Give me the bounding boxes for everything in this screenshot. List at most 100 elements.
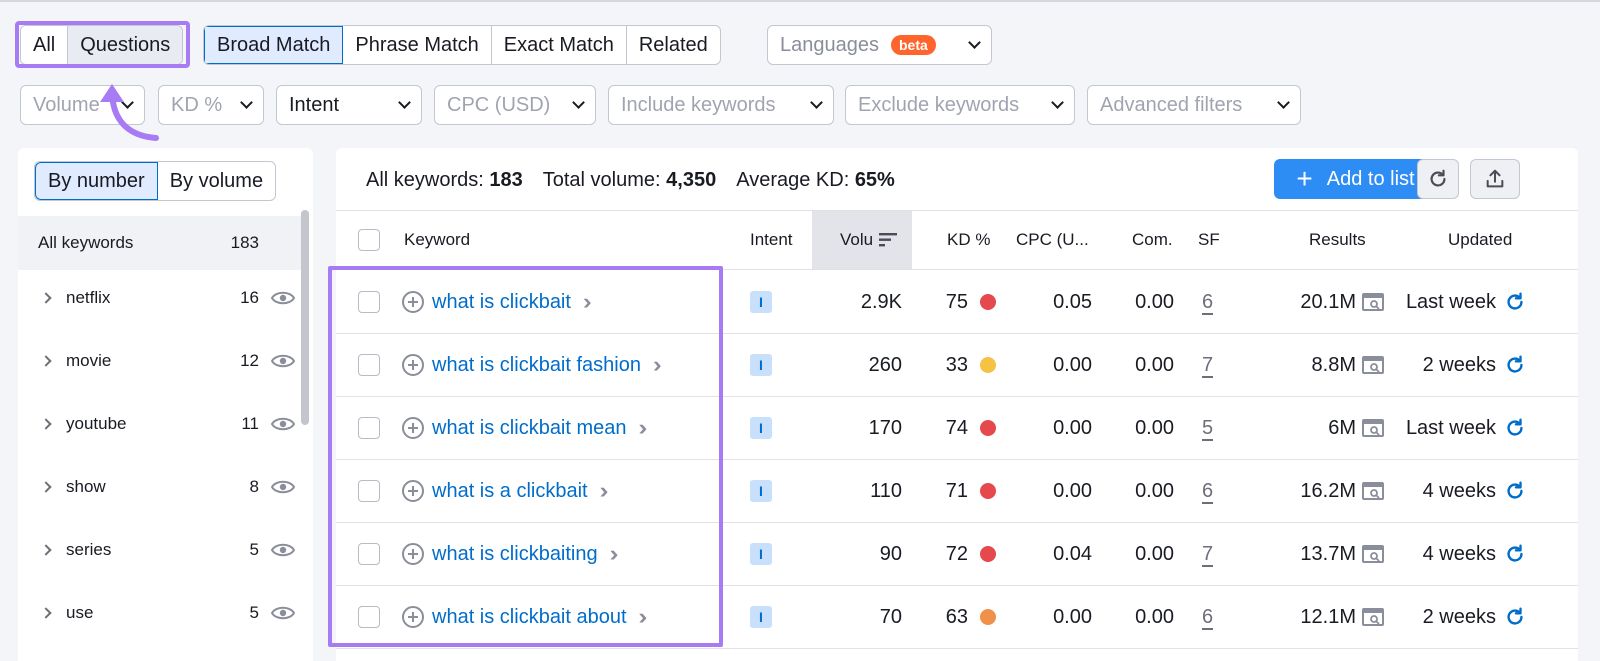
keyword-link[interactable]: what is clickbait fashion [432,353,641,376]
chevron-right-icon[interactable] [40,292,52,304]
header-intent[interactable]: Intent [750,230,793,249]
add-keyword-icon[interactable] [402,291,424,313]
filter-advanced[interactable]: Advanced filters [1087,85,1301,125]
serp-icon[interactable] [1362,419,1384,437]
filter-volume[interactable]: Volume [20,85,145,125]
add-to-list-button[interactable]: + Add to list [1274,159,1437,199]
summary-value: 4,350 [666,168,717,191]
languages-dropdown[interactable]: Languages beta [767,25,992,65]
header-kd[interactable]: KD % [947,230,991,249]
add-keyword-icon[interactable] [402,354,424,376]
eye-icon[interactable] [271,542,295,558]
chevron-right-icon[interactable] [40,607,52,619]
results-value: 20.1M [1300,290,1356,313]
add-keyword-icon[interactable] [402,480,424,502]
keyword-link[interactable]: what is clickbait about [432,605,627,628]
intent-badge: I [750,417,772,439]
sidebar-group-movie[interactable]: movie 12 [18,329,313,393]
keyword-link[interactable]: what is a clickbait [432,479,588,502]
filter-kd[interactable]: KD % [158,85,264,125]
sidebar-group-use[interactable]: use 5 [18,581,313,645]
row-checkbox[interactable] [358,354,380,376]
row-checkbox[interactable] [358,291,380,313]
sf-cell: 5 [1202,396,1213,460]
filter-exclude-keywords[interactable]: Exclude keywords [845,85,1075,125]
table-row: what is clickbaiting ›› I 90 72 0.04 0.00 7 13.7… [336,522,1578,586]
add-keyword-icon[interactable] [402,606,424,628]
sidebar-group-series[interactable]: series 5 [18,518,313,582]
keyword-link[interactable]: what is clickbait [432,290,571,313]
header-keyword[interactable]: Keyword [404,230,471,249]
row-checkbox[interactable] [358,543,380,565]
sf-value[interactable]: 6 [1202,605,1214,628]
by-number-button[interactable]: By number [35,162,158,200]
add-keyword-icon[interactable] [402,417,424,439]
sf-value[interactable]: 7 [1202,353,1214,376]
sf-value[interactable]: 7 [1202,542,1214,565]
tab-questions[interactable]: Questions [68,26,183,64]
header-volume[interactable]: Volu [812,211,912,269]
sidebar-scrollbar[interactable] [301,210,309,425]
eye-icon[interactable] [271,416,295,432]
filter-label: CPC (USD) [447,93,551,116]
plus-icon: + [1296,163,1313,194]
keyword-link[interactable]: what is clickbaiting [432,542,598,565]
chevron-right-icon[interactable] [40,544,52,556]
tab-broad-match[interactable]: Broad Match [204,26,344,64]
cpc-cell: 0.04 [1053,542,1092,565]
header-updated[interactable]: Updated [1448,230,1513,249]
sf-value[interactable]: 6 [1202,479,1214,502]
refresh-icon[interactable] [1504,291,1526,313]
sf-value[interactable]: 6 [1202,290,1214,313]
row-checkbox[interactable] [358,417,380,439]
eye-icon[interactable] [271,605,295,621]
sidebar-group-show[interactable]: show 8 [18,455,313,519]
filter-include-keywords[interactable]: Include keywords [608,85,834,125]
tab-exact-match[interactable]: Exact Match [492,26,627,64]
filter-cpc[interactable]: CPC (USD) [434,85,596,125]
refresh-icon[interactable] [1504,480,1526,502]
header-cpc[interactable]: CPC (U... [1016,230,1089,249]
serp-icon[interactable] [1362,293,1384,311]
refresh-icon[interactable] [1504,417,1526,439]
tab-related[interactable]: Related [638,33,708,56]
updated-cell: 2 weeks [1376,585,1526,649]
eye-icon[interactable] [271,479,295,495]
refresh-button[interactable] [1417,159,1459,199]
serp-icon[interactable] [1362,545,1384,563]
serp-icon[interactable] [1362,356,1384,374]
serp-icon[interactable] [1362,482,1384,500]
refresh-icon[interactable] [1504,354,1526,376]
kd-indicator-dot [980,609,996,625]
serp-icon[interactable] [1362,608,1384,626]
add-keyword-icon[interactable] [402,543,424,565]
chevron-right-icon[interactable] [40,418,52,430]
filter-intent[interactable]: Intent [276,85,422,125]
header-results[interactable]: Results [1309,230,1366,249]
header-sf[interactable]: SF [1198,230,1220,249]
tab-phrase-match[interactable]: Phrase Match [343,26,492,64]
table-row: what is clickbait mean ›› I 170 74 0.00 0.00 5 6… [336,396,1578,460]
chevron-right-icon[interactable] [40,481,52,493]
summary-bar: All keywords: 183 Total volume: 4,350 Av… [366,168,895,192]
eye-icon[interactable] [271,353,295,369]
eye-icon[interactable] [271,290,295,306]
row-checkbox[interactable] [358,606,380,628]
header-com[interactable]: Com. [1132,230,1173,249]
export-button[interactable] [1470,159,1520,199]
row-checkbox[interactable] [358,480,380,502]
cpc-cell: 0.00 [1053,605,1092,628]
refresh-icon[interactable] [1504,543,1526,565]
refresh-icon[interactable] [1504,606,1526,628]
sidebar-group-netflix[interactable]: netflix 16 [18,266,313,330]
keyword-link[interactable]: what is clickbait mean [432,416,627,439]
sf-cell: 6 [1202,585,1213,649]
all-keywords-group[interactable]: All keywords 183 [18,216,303,270]
by-volume-button[interactable]: By volume [169,169,264,192]
sidebar-group-youtube[interactable]: youtube 11 [18,392,313,456]
select-all-checkbox[interactable] [358,229,380,251]
tab-all[interactable]: All [21,26,69,64]
chevron-right-icon[interactable] [40,355,52,367]
sf-value[interactable]: 5 [1202,416,1214,439]
results-cell: 6M [1256,396,1384,460]
